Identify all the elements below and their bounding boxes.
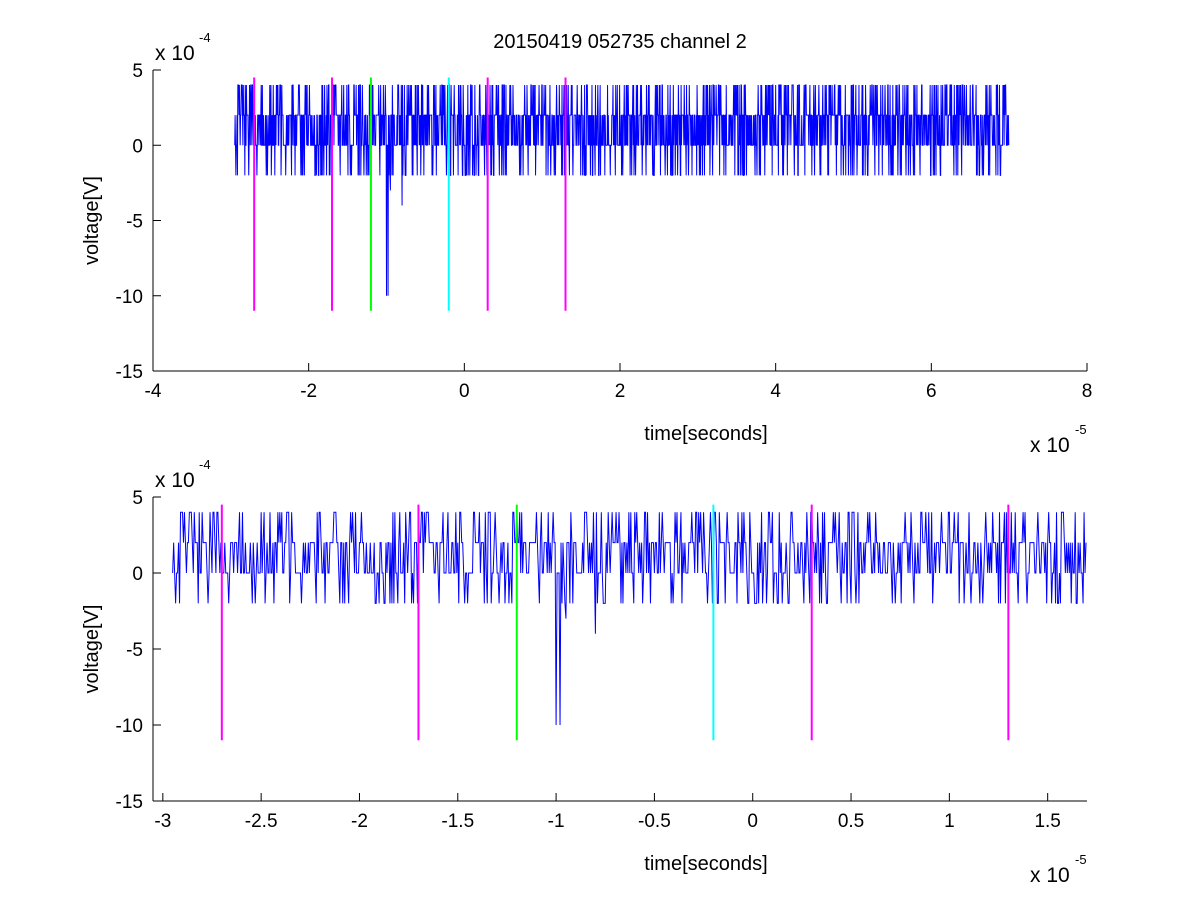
x-tick-label: -2: [300, 381, 317, 402]
y-tick-label: 5: [132, 61, 143, 82]
x-tick-label: 0.5: [838, 811, 864, 832]
x-tick-label: 1: [944, 811, 955, 832]
signal-trace: [234, 84, 1010, 296]
x-tick-label: -2.5: [245, 811, 278, 832]
x-axis-label: time[seconds]: [644, 423, 767, 445]
top-plot: -4 -2 0 2 4 6 8 5 0 -5 -10 -15 time[seconds] voltage[…: [81, 30, 1092, 457]
x-tick-label: 8: [1082, 381, 1093, 402]
y-multiplier: x 10: [155, 42, 195, 65]
bottom-plot: -3 -2.5 -2 -1.5 -1 -0.5 0 0.5 1 1.5 5 0 -5 -10 -15 time…: [81, 457, 1087, 887]
x-multiplier-exponent: -5: [1075, 852, 1087, 867]
x-tick-label: -2: [351, 811, 368, 832]
x-axis-label: time[seconds]: [644, 853, 767, 875]
y-tick-label: -10: [116, 716, 143, 737]
y-tick-label: 5: [132, 488, 143, 509]
x-multiplier: x 10: [1030, 864, 1070, 887]
x-tick-label: -0.5: [638, 811, 671, 832]
y-multiplier-exponent: -4: [199, 30, 211, 45]
y-multiplier: x 10: [155, 469, 195, 492]
y-tick-label: 0: [132, 136, 143, 157]
y-axis-label: voltage[V]: [81, 605, 103, 694]
x-tick-label: -3: [154, 811, 171, 832]
y-tick-label: -10: [116, 287, 143, 308]
chart-title: 20150419 052735 channel 2: [493, 31, 747, 53]
x-multiplier-exponent: -5: [1075, 422, 1087, 437]
y-multiplier-exponent: -4: [199, 457, 211, 472]
x-tick-label: 0: [747, 811, 758, 832]
x-tick-label: 6: [926, 381, 937, 402]
y-axis-label: voltage[V]: [81, 176, 103, 265]
x-tick-label: 4: [770, 381, 781, 402]
x-tick-label: -4: [145, 381, 162, 402]
x-tick-label: 2: [615, 381, 626, 402]
x-tick-label: 1.5: [1034, 811, 1060, 832]
y-tick-label: -15: [116, 792, 143, 813]
x-tick-label: -1.5: [441, 811, 474, 832]
x-tick-label: 0: [459, 381, 470, 402]
x-multiplier: x 10: [1030, 434, 1070, 457]
y-tick-label: -15: [116, 362, 143, 383]
y-tick-label: -5: [126, 640, 143, 661]
y-tick-label: -5: [126, 212, 143, 233]
signal-trace: [172, 511, 1087, 726]
x-tick-label: -1: [548, 811, 565, 832]
y-tick-label: 0: [132, 564, 143, 585]
